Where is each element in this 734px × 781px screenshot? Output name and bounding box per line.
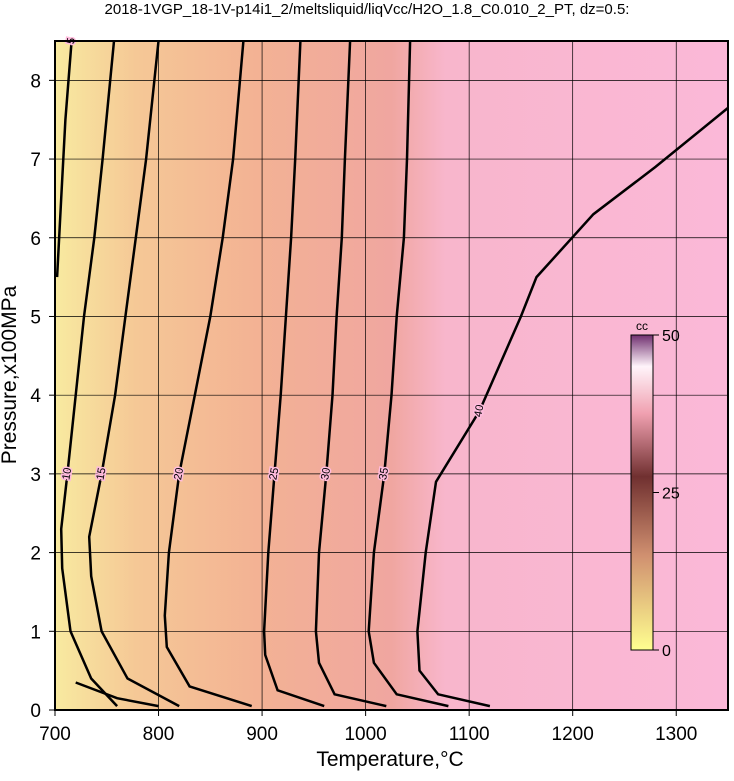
y-tick-label: 7 (30, 150, 41, 171)
colorbar-tick-label: 50 (662, 328, 680, 345)
plot-background (55, 41, 728, 710)
x-tick-label: 1300 (655, 724, 697, 745)
contour-line (55, 40, 159, 708)
contour-line (59, 40, 119, 707)
y-tick-label: 4 (30, 386, 41, 407)
plot-frame (54, 40, 729, 711)
y-tick-label: 0 (30, 701, 41, 722)
chart-title: 2018-1VGP_18-1V-p14i1_2/meltsliquid/liqV… (105, 1, 630, 18)
x-tick-label: 900 (246, 724, 278, 745)
contour-line (87, 40, 180, 708)
x-axis-label: Temperature,°C (316, 748, 463, 771)
x-tick-label: 1000 (344, 724, 386, 745)
colorbar (630, 334, 654, 651)
contour-label: 40 (472, 404, 486, 418)
contour-label: 25 (267, 467, 281, 481)
x-tick-label: 1200 (552, 724, 594, 745)
contour-label: 30 (319, 467, 333, 481)
contour-line (262, 40, 325, 708)
contour-line (367, 40, 449, 708)
y-tick-label: 2 (30, 544, 41, 565)
contour-label: 35 (377, 467, 391, 481)
contour-label: 20 (172, 467, 186, 481)
colorbar-label: cc (636, 319, 648, 333)
x-tick-label: 1100 (449, 724, 490, 745)
contour-line (314, 40, 387, 708)
x-tick-label: 800 (143, 724, 175, 745)
contour-line (163, 40, 253, 708)
colorbar-tick-label: 25 (662, 486, 680, 503)
y-tick-label: 8 (30, 71, 41, 92)
y-tick-label: 1 (30, 622, 41, 643)
contour-line (416, 106, 729, 708)
contour-label: 10 (60, 467, 74, 481)
y-tick-label: 6 (30, 229, 41, 250)
y-axis-label: Pressure,x100MPa (0, 285, 21, 464)
y-tick-label: 3 (30, 465, 41, 486)
x-tick-label: 700 (39, 724, 71, 745)
colorbar-tick-label: 0 (662, 643, 671, 660)
y-tick-label: 5 (30, 307, 41, 328)
contour-label: 15 (95, 467, 109, 481)
